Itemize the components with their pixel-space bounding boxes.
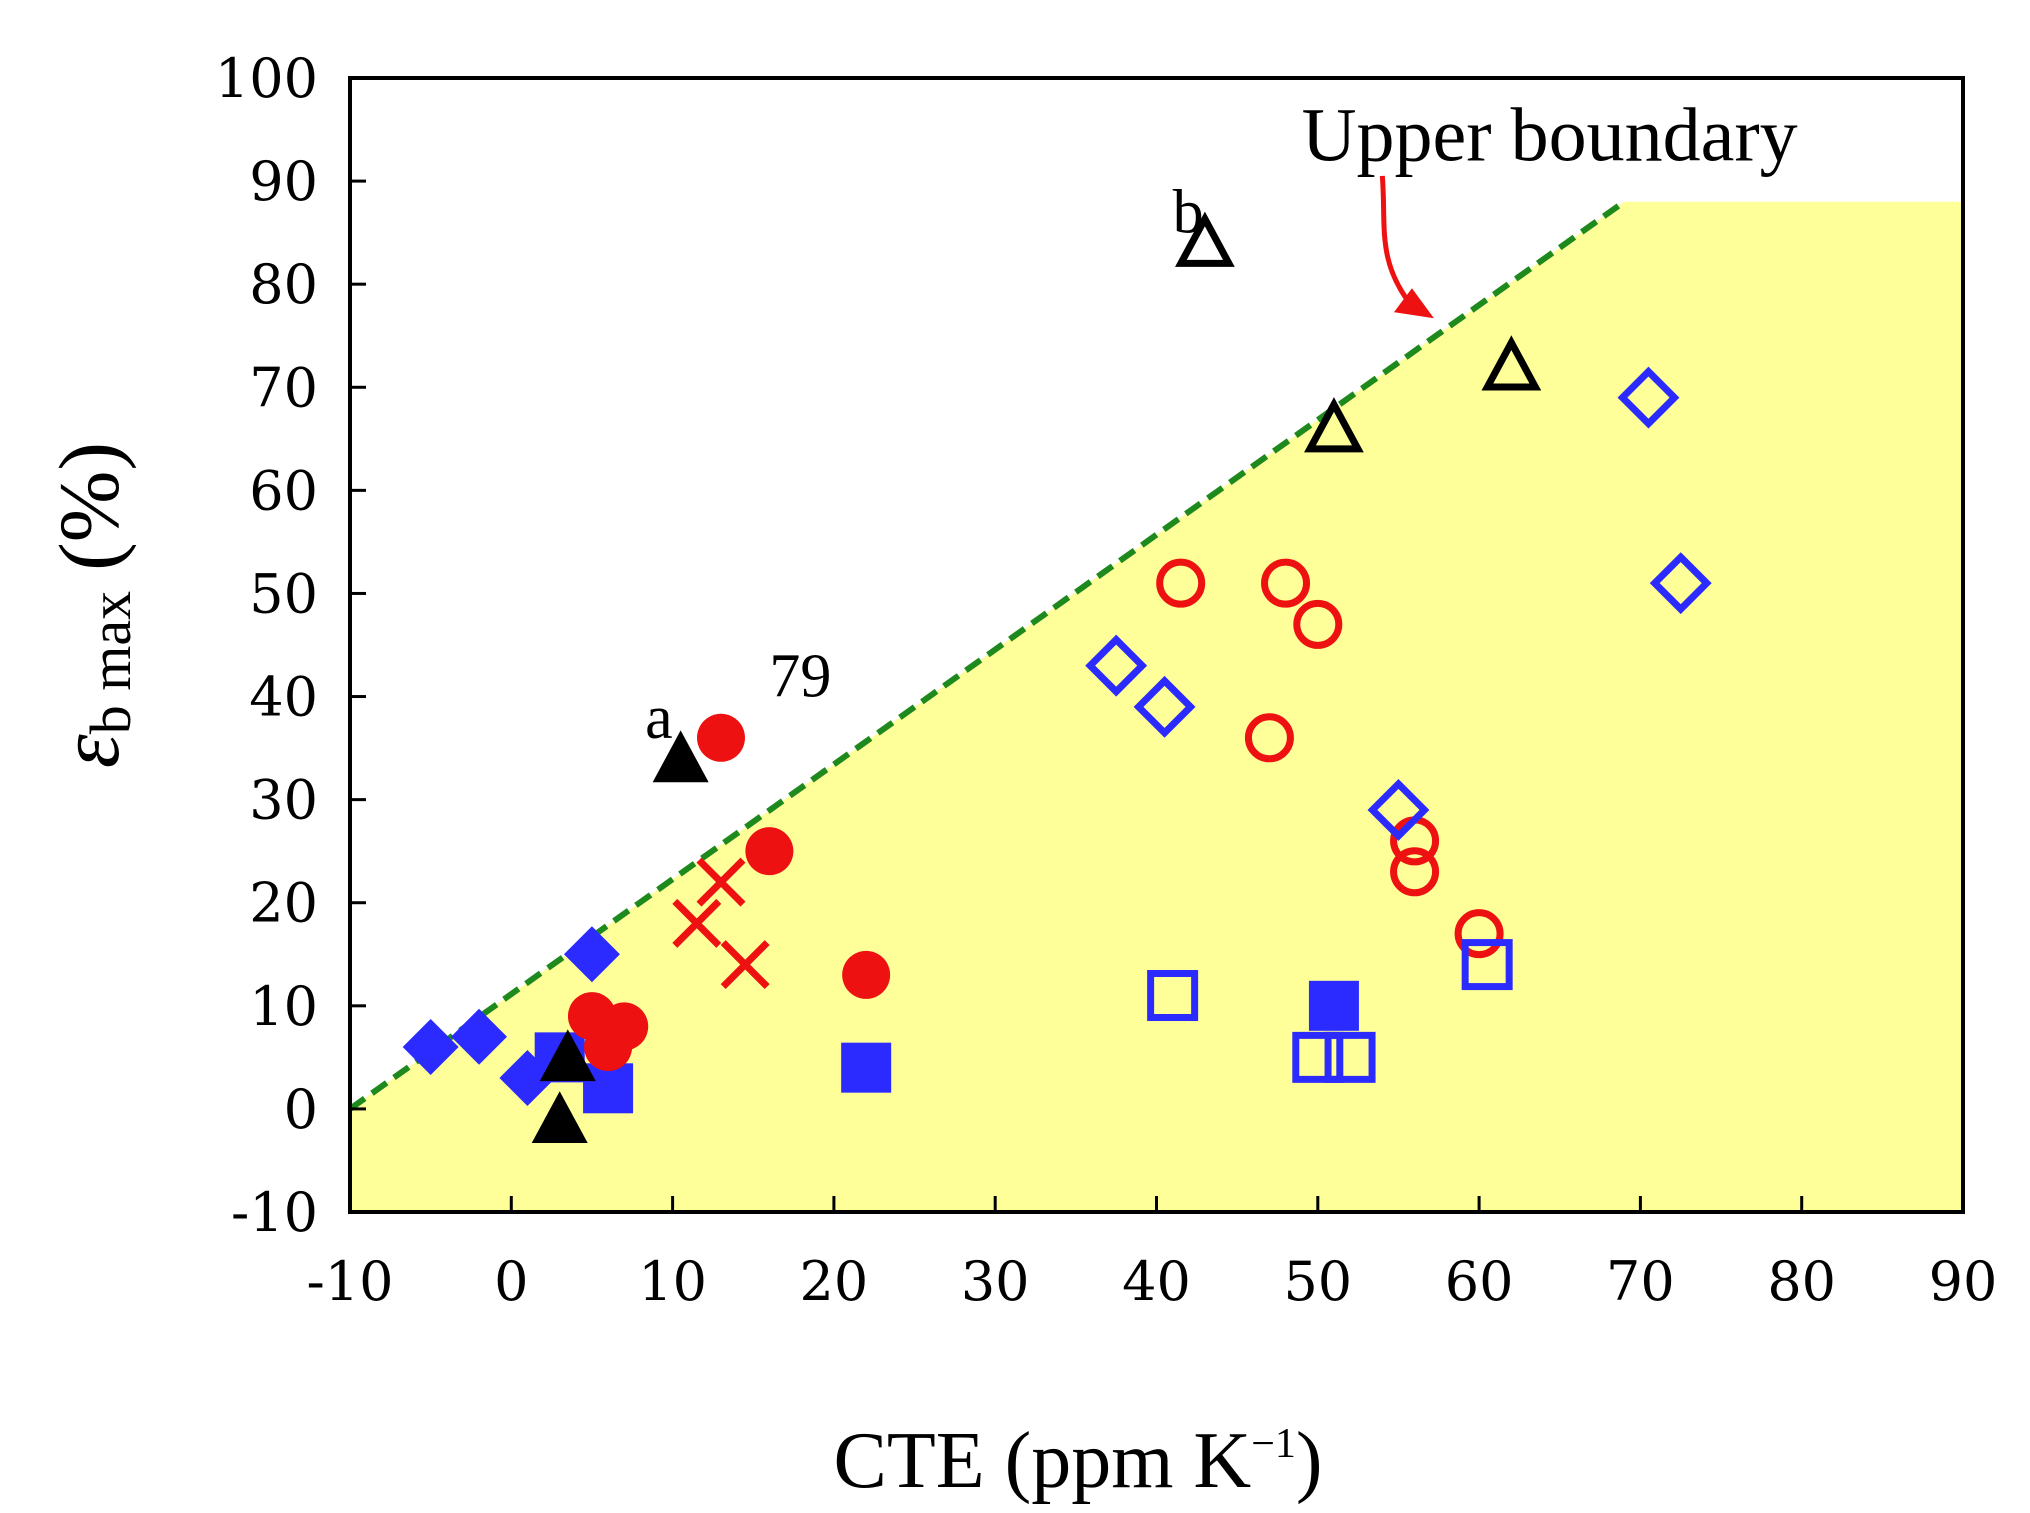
x-axis-title-close: ) (1296, 1417, 1323, 1505)
data-markers (402, 211, 1712, 1144)
open-square-marker (1147, 970, 1199, 1022)
open-square-marker (1461, 939, 1513, 991)
upper-boundary-arrow (1379, 175, 1414, 308)
open-triangle-marker (1175, 211, 1235, 267)
filled-circle-marker (600, 1002, 649, 1051)
filled-square-marker (583, 1063, 634, 1114)
annotation-label: b (1173, 179, 1204, 247)
filled-circle-marker (842, 950, 891, 999)
annotation-label: 79 (769, 643, 831, 711)
x-tick-label: 60 (1445, 1250, 1514, 1313)
x-tick-label: 10 (638, 1250, 707, 1313)
upper-boundary-line (348, 199, 1627, 1112)
y-tick-label: 100 (215, 47, 318, 110)
open-x-marker (720, 940, 770, 990)
y-tick-label: 70 (249, 356, 318, 419)
y-tick-label: 40 (249, 666, 318, 729)
x-tick-label: 90 (1929, 1250, 1998, 1313)
x-tick-label: 70 (1606, 1250, 1675, 1313)
x-tick-label: 20 (800, 1250, 869, 1313)
y-tick-label: 0 (284, 1078, 318, 1141)
open-square-marker (1324, 1031, 1376, 1083)
open-diamond-marker (1133, 675, 1196, 738)
filled-diamond-marker (402, 1019, 459, 1076)
open-circle-marker (1156, 558, 1206, 608)
filled-triangle-marker (652, 730, 709, 783)
open-circle-marker (1261, 558, 1311, 608)
open-x-marker (672, 898, 722, 948)
open-diamond-marker (1085, 634, 1148, 697)
y-tick-label: 80 (249, 253, 318, 316)
tick-labels: -10 0 10 20 30 40 50 60 70 80 90100908070605040302… (215, 47, 1997, 1313)
plot-frame (348, 76, 1965, 1214)
y-tick-label: 20 (249, 872, 318, 935)
y-tick-label: 50 (249, 562, 318, 625)
open-circle-marker (1293, 599, 1343, 649)
y-axis-title-subscript: b max (78, 591, 143, 734)
y-axis-title: εb max (%) (41, 442, 143, 768)
open-diamond-marker (1617, 366, 1680, 429)
filled-triangle-marker (539, 1029, 596, 1082)
x-tick-label: 30 (961, 1250, 1030, 1313)
x-tick-label: 80 (1767, 1250, 1836, 1313)
upper-boundary-label: Upper boundary (1302, 93, 1798, 177)
open-diamond-marker (1649, 552, 1712, 615)
y-axis-title-unit: (%) (41, 442, 137, 571)
x-tick-label: -10 (307, 1250, 394, 1313)
open-circle-marker (1244, 713, 1294, 763)
filled-diamond-marker (451, 1008, 508, 1065)
open-triangle-marker (1481, 335, 1542, 391)
open-triangle-marker (1304, 397, 1364, 453)
x-axis-title-exponent: −1 (1251, 1421, 1296, 1467)
open-x-marker (696, 857, 746, 907)
filled-diamond-marker (563, 926, 620, 983)
filled-square-marker (1308, 980, 1359, 1031)
annotation-label: a (645, 684, 673, 752)
filled-circle-marker (745, 827, 794, 876)
x-axis-title-main: CTE (ppm K (833, 1417, 1251, 1505)
open-circle-marker (1390, 847, 1440, 897)
y-axis-title-symbol: ε (41, 734, 137, 768)
y-tick-label: 60 (249, 459, 318, 522)
y-tick-label: 90 (249, 150, 318, 213)
open-square-marker (1292, 1031, 1344, 1083)
y-tick-label: 30 (249, 769, 318, 832)
filled-triangle-marker (531, 1091, 588, 1144)
upper-boundary-arrow-head (1393, 288, 1434, 319)
y-tick-label: 10 (249, 975, 318, 1038)
filled-circle-marker (696, 713, 745, 762)
open-circle-marker (1454, 909, 1504, 959)
open-diamond-marker (1367, 778, 1430, 841)
x-tick-label: 50 (1283, 1250, 1352, 1313)
filled-square-marker (841, 1042, 892, 1093)
x-tick-label: 40 (1122, 1250, 1191, 1313)
x-axis-title: CTE (ppm K−1) (833, 1417, 1322, 1505)
x-tick-label: 0 (494, 1250, 528, 1313)
y-tick-label: -10 (231, 1181, 318, 1244)
annotations: a 79 b Upper boundary (645, 93, 1797, 751)
